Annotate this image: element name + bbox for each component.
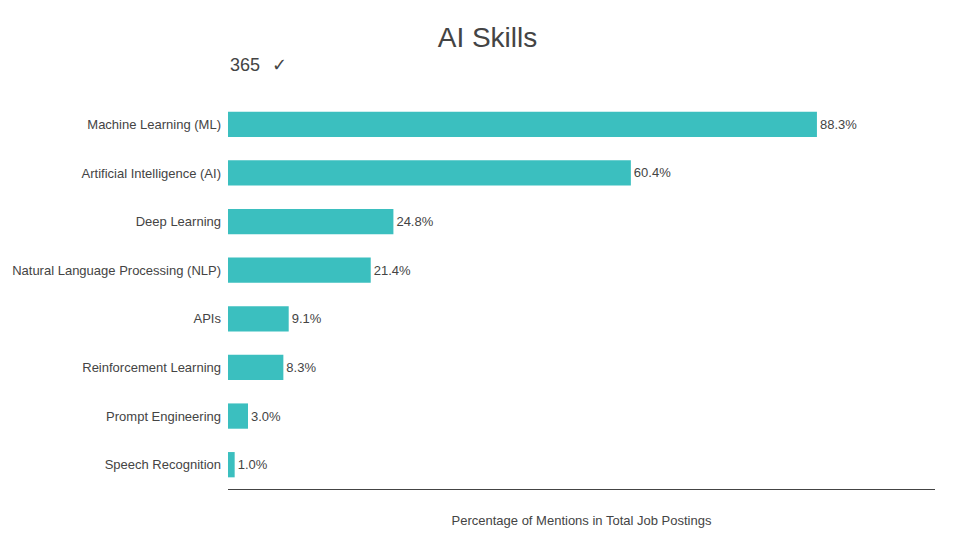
svg-text:Reinforcement Learning: Reinforcement Learning <box>82 360 221 375</box>
svg-text:88.3%: 88.3% <box>820 117 857 132</box>
svg-text:3.0%: 3.0% <box>251 409 281 424</box>
svg-text:APIs: APIs <box>194 311 222 326</box>
svg-text:365: 365 <box>230 55 260 75</box>
svg-text:9.1%: 9.1% <box>292 311 322 326</box>
svg-text:60.4%: 60.4% <box>634 165 671 180</box>
svg-text:24.8%: 24.8% <box>396 214 433 229</box>
svg-text:AI Skills: AI Skills <box>438 22 538 53</box>
svg-text:Deep Learning: Deep Learning <box>136 214 221 229</box>
svg-text:8.3%: 8.3% <box>286 360 316 375</box>
svg-text:Percentage of Mentions in Tota: Percentage of Mentions in Total Job Post… <box>452 513 712 528</box>
svg-text:✓: ✓ <box>272 55 287 75</box>
svg-text:1.0%: 1.0% <box>238 457 268 472</box>
svg-text:Machine Learning (ML): Machine Learning (ML) <box>87 117 221 132</box>
svg-text:Artificial Intelligence (AI): Artificial Intelligence (AI) <box>82 165 221 180</box>
svg-text:Prompt Engineering: Prompt Engineering <box>106 409 221 424</box>
svg-text:Speech Recognition: Speech Recognition <box>105 457 221 472</box>
svg-text:Natural Language Processing (N: Natural Language Processing (NLP) <box>12 263 221 278</box>
svg-text:21.4%: 21.4% <box>374 263 411 278</box>
